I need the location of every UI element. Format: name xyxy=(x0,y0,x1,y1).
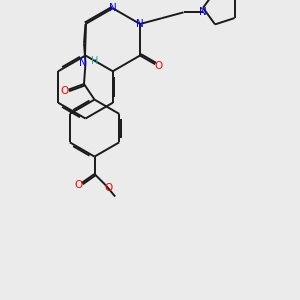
Text: O: O xyxy=(61,86,69,96)
Text: H: H xyxy=(91,56,98,66)
Text: N: N xyxy=(109,3,117,13)
Text: O: O xyxy=(104,183,112,193)
Text: N: N xyxy=(136,19,144,29)
Text: O: O xyxy=(154,61,163,71)
Text: O: O xyxy=(74,180,82,190)
Text: N: N xyxy=(79,58,86,68)
Text: N: N xyxy=(199,8,207,17)
